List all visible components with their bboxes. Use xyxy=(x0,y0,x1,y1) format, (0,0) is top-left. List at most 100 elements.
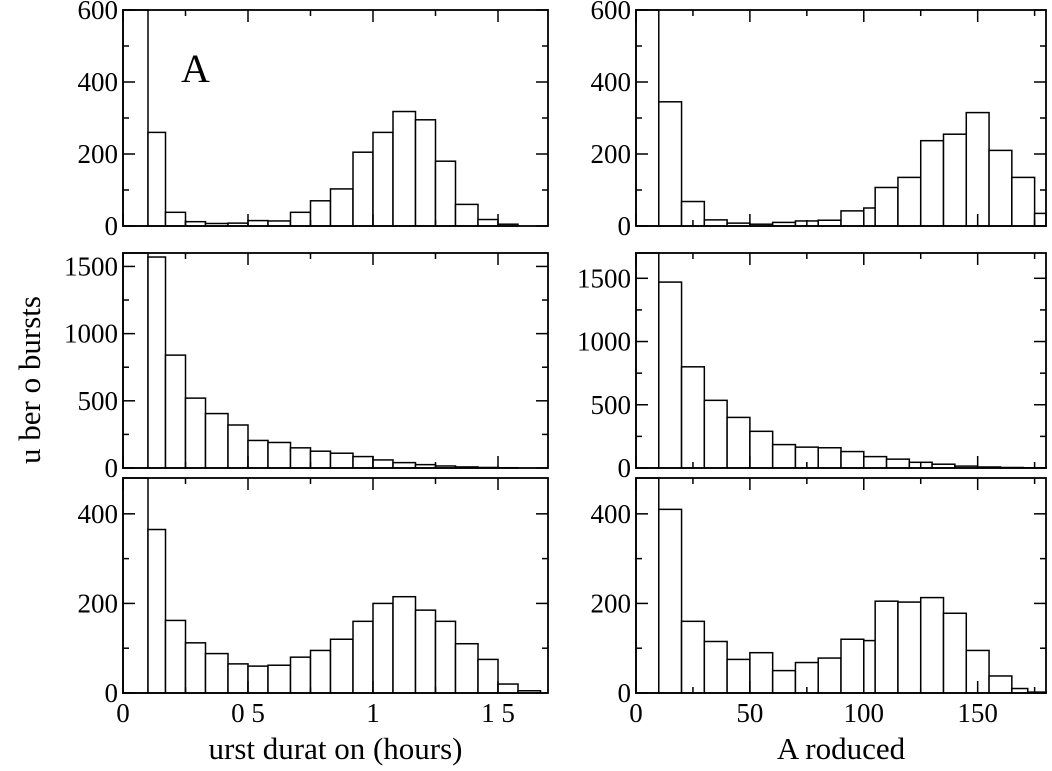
histogram-bar xyxy=(352,455,374,469)
x-tick-label: 150 xyxy=(957,698,998,728)
histogram-bar xyxy=(817,447,842,469)
histogram-bar xyxy=(392,595,417,694)
panel-label: A xyxy=(181,46,210,91)
histogram-bar xyxy=(164,354,187,469)
histogram-bar xyxy=(372,459,394,469)
x-axis-label: urst durat on (hours) xyxy=(209,731,463,766)
y-tick-label: 600 xyxy=(591,0,632,25)
histogram-bar xyxy=(414,609,437,694)
histogram-bar xyxy=(122,477,149,694)
y-tick-label: 0 xyxy=(105,211,119,241)
histogram-bar xyxy=(247,665,269,694)
histogram-bar xyxy=(863,455,888,469)
histogram-bar xyxy=(1011,176,1036,227)
x-tick-label: 100 xyxy=(844,698,885,728)
histogram-bar xyxy=(680,366,706,469)
histogram-bar xyxy=(840,638,865,694)
histogram-bar xyxy=(164,619,187,694)
histogram-bar xyxy=(897,601,922,694)
histogram-bar xyxy=(840,450,865,469)
histogram-bar xyxy=(267,441,292,469)
histogram-bar xyxy=(942,133,968,227)
histogram-bar xyxy=(703,399,728,469)
histogram-bar xyxy=(289,447,312,469)
histogram-bar xyxy=(372,602,394,694)
x-tick-label: 0 xyxy=(116,698,130,728)
histogram-bar xyxy=(726,416,751,469)
panel-6: 0 200 400 0 50 100 150 A roduced xyxy=(591,477,1047,766)
histogram-bar xyxy=(1033,212,1047,227)
histogram-bar xyxy=(204,412,229,469)
y-tick-label: 0 xyxy=(105,678,119,708)
histogram-bar xyxy=(267,664,292,694)
y-tick-label: 1000 xyxy=(577,327,631,357)
y-tick-label: 0 xyxy=(105,453,119,483)
histogram-bar xyxy=(885,458,911,469)
x-tick-label: 0 xyxy=(629,698,643,728)
histogram-bar xyxy=(919,596,945,694)
histogram-bar xyxy=(372,131,394,227)
histogram-bar xyxy=(988,675,1013,694)
histogram-bar xyxy=(454,642,479,694)
histogram-bar xyxy=(658,281,683,469)
x-tick-label: 1 xyxy=(366,698,380,728)
y-tick-label: 1000 xyxy=(64,319,118,349)
histogram-bar xyxy=(434,620,457,694)
histogram-bar xyxy=(771,669,797,694)
y-tick-label: 0 xyxy=(618,211,632,241)
histogram-bar xyxy=(863,639,876,694)
histogram-bar xyxy=(164,211,187,227)
histogram-bar xyxy=(863,207,876,227)
y-tick-label: 200 xyxy=(591,588,632,618)
histogram-bar xyxy=(874,600,899,694)
histogram-bar xyxy=(703,640,728,694)
histogram-bar xyxy=(247,439,269,469)
y-tick-label: 1500 xyxy=(577,263,631,293)
histogram-bar xyxy=(749,430,774,469)
y-tick-label: 500 xyxy=(78,386,119,416)
histogram-bar xyxy=(703,219,728,227)
histogram-bar xyxy=(184,397,207,469)
histogram-bar xyxy=(726,658,751,694)
y-tick-label: 200 xyxy=(78,139,119,169)
x-axis-label: A roduced xyxy=(777,731,906,766)
histogram-bar xyxy=(309,649,332,694)
histogram-bar xyxy=(184,642,207,694)
y-axis-label: u ber o bursts xyxy=(12,296,47,464)
histogram-bar xyxy=(147,131,167,227)
panel-4: 0 500 1000 1500 xyxy=(577,252,1047,483)
histogram-bar xyxy=(840,210,865,227)
panel-2: 0 200 400 600 xyxy=(591,0,1047,241)
histogram-bar xyxy=(874,186,899,227)
histogram-bar xyxy=(352,151,374,227)
histogram-bar xyxy=(749,651,774,694)
histogram-bar xyxy=(227,663,249,694)
plot-frame xyxy=(122,477,549,694)
histogram-bar xyxy=(965,111,990,227)
histogram-bar xyxy=(392,110,417,227)
histogram-bar xyxy=(147,528,167,694)
histogram-bar xyxy=(227,424,249,469)
histogram-bar xyxy=(477,218,499,227)
histogram-bar xyxy=(658,508,683,694)
histogram-bar xyxy=(635,477,660,694)
histogram-bar xyxy=(817,657,842,694)
histogram-bar xyxy=(434,160,457,227)
x-tick-label: 0 5 xyxy=(231,698,265,728)
histogram-bar xyxy=(942,612,968,694)
histogram-bar xyxy=(680,620,706,694)
y-tick-label: 400 xyxy=(591,499,632,529)
x-tick-label: 50 xyxy=(736,698,763,728)
histogram-bar xyxy=(289,211,312,227)
histogram-bar xyxy=(497,683,519,694)
y-tick-label: 1500 xyxy=(64,251,118,281)
y-tick-label: 400 xyxy=(78,499,119,529)
histogram-bar xyxy=(988,149,1013,227)
plot-frame xyxy=(122,252,549,469)
histogram-bar xyxy=(414,119,437,227)
panels: 0200400600A02004006000500100015000500100… xyxy=(64,0,1047,766)
histogram-bar xyxy=(897,176,922,227)
y-tick-label: 0 xyxy=(618,453,632,483)
y-tick-label: 400 xyxy=(591,67,632,97)
histogram-bar xyxy=(477,658,499,694)
